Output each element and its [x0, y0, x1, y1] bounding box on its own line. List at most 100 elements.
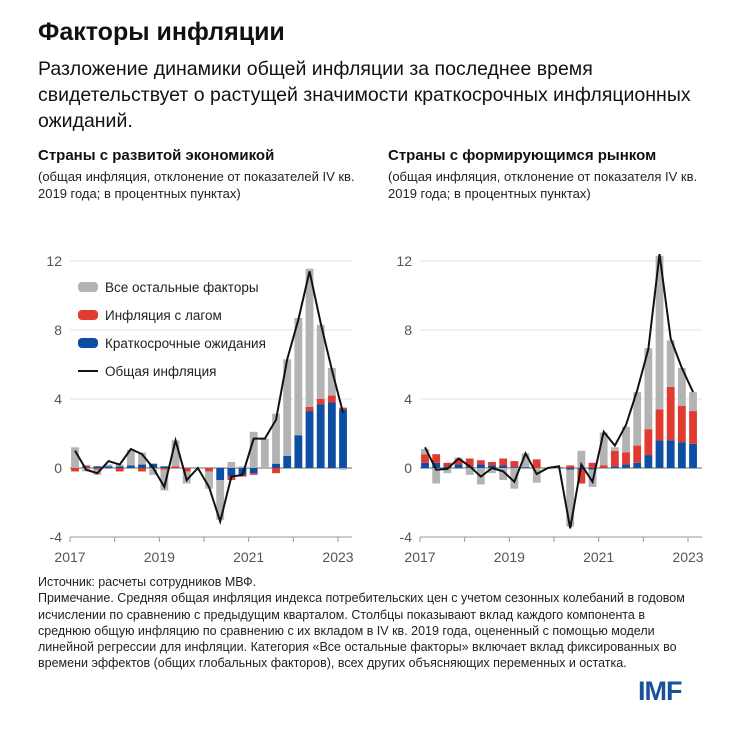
bar-lag [655, 409, 664, 441]
bar-lag [465, 458, 474, 467]
bar-other [316, 324, 325, 399]
bar-lag [171, 466, 180, 468]
bar-expect [149, 463, 158, 468]
x-tick-label: 2021 [583, 549, 614, 565]
bar-expect [622, 464, 630, 468]
y-tick-label: 8 [404, 322, 412, 338]
bar-expect [510, 467, 519, 468]
bar-expect [633, 462, 642, 468]
bar-lag [599, 465, 608, 468]
line-total-inflation [424, 253, 694, 529]
left-chart: 12 8 4 0 -4 2017 2019 2021 2023 Все остальные фак… [46, 253, 353, 565]
page-title: Факторы инфляции [38, 18, 285, 46]
right-chart-subtitle: (общая инфляция, отклонение от показател… [388, 169, 698, 201]
bar-other [138, 452, 146, 465]
y-tick-label: 0 [54, 460, 62, 476]
bar-lag [499, 458, 508, 466]
bar-lag [115, 468, 124, 472]
bar-expect [655, 440, 664, 468]
bar-other [432, 468, 441, 484]
bar-lag [689, 411, 697, 444]
bar-other [666, 340, 675, 387]
x-tick-label: 2021 [233, 549, 264, 565]
page-subtitle: Разложение динамики общей инфляции за по… [38, 58, 691, 132]
bar-expect [476, 464, 485, 468]
bar-expect [160, 466, 169, 468]
x-tick-label: 2017 [54, 549, 85, 565]
bar-expect [644, 455, 653, 468]
bar-other [488, 468, 496, 474]
bar-lag [510, 461, 519, 468]
bar-lag [272, 468, 280, 474]
bar-expect [104, 466, 113, 468]
bar-lag [566, 465, 575, 468]
legend-swatch-lag [78, 310, 98, 320]
bar-other [677, 367, 686, 406]
bar-expect [689, 443, 697, 468]
bar-other [327, 367, 336, 396]
bar-other [216, 480, 225, 520]
bar-expect [126, 465, 135, 468]
bar-expect [216, 468, 225, 481]
bar-expect [283, 455, 292, 468]
legend-label: Все остальные факторы [105, 280, 259, 295]
bar-lag [577, 469, 586, 484]
bar-expect [432, 462, 441, 468]
bar-lag [249, 473, 258, 475]
bar-expect [488, 465, 496, 468]
bar-lag [71, 468, 79, 472]
bar-other [272, 413, 280, 464]
bar-other [71, 447, 79, 468]
bar-other [655, 255, 664, 410]
bar-expect [421, 462, 429, 468]
bar-other [283, 359, 292, 456]
bar-expect [272, 463, 280, 468]
bar-other [599, 432, 608, 466]
x-tick-label: 2019 [494, 549, 525, 565]
x-tick-label: 2023 [322, 549, 353, 565]
x-tick-label: 2017 [404, 549, 435, 565]
bar-lag [182, 468, 191, 472]
bar-other [104, 464, 113, 467]
bar-lag [160, 468, 169, 470]
footnotes: Источник: расчеты сотрудников МВФ. Приме… [38, 574, 718, 672]
bar-other [339, 468, 347, 470]
bar-lag [476, 460, 485, 465]
source-note: Источник: расчеты сотрудников МВФ. [38, 575, 257, 589]
bar-other [305, 268, 314, 407]
legend-label: Общая инфляция [105, 364, 217, 379]
bar-other [238, 466, 247, 468]
bar-expect [327, 402, 336, 468]
bar-expect [610, 466, 619, 468]
bar-lag [327, 395, 336, 403]
bar-other [510, 468, 519, 489]
bar-expect [305, 411, 314, 468]
bar-other [577, 450, 586, 468]
bar-other [443, 468, 452, 474]
y-tick-label: -4 [400, 529, 413, 545]
bar-other [610, 447, 619, 451]
bar-expect [443, 466, 452, 468]
bar-lag [633, 445, 642, 463]
bar-expect [521, 467, 530, 468]
bar-expect [82, 467, 91, 468]
legend-swatch-expect [78, 338, 98, 348]
left-chart-subtitle: (общая инфляция, отклонение от показател… [38, 169, 355, 201]
bar-other [521, 453, 530, 468]
bar-expect [454, 464, 463, 468]
bar-expect [249, 468, 258, 474]
bar-lag [677, 405, 686, 443]
bar-other [260, 438, 269, 468]
method-note: Примечание. Средняя общая инфляция индек… [38, 591, 685, 671]
bar-expect [294, 435, 303, 468]
bar-other [465, 468, 474, 475]
bar-other [205, 471, 213, 489]
bar-other [149, 468, 158, 475]
bar-other [227, 461, 236, 468]
bar-lag [454, 459, 463, 465]
legend: Все остальные факторы Инфляция с лагом Кра… [78, 280, 266, 379]
legend-label: Краткосрочные ожидания [105, 336, 266, 351]
bar-other [633, 392, 642, 446]
legend-swatch-other [78, 282, 98, 292]
